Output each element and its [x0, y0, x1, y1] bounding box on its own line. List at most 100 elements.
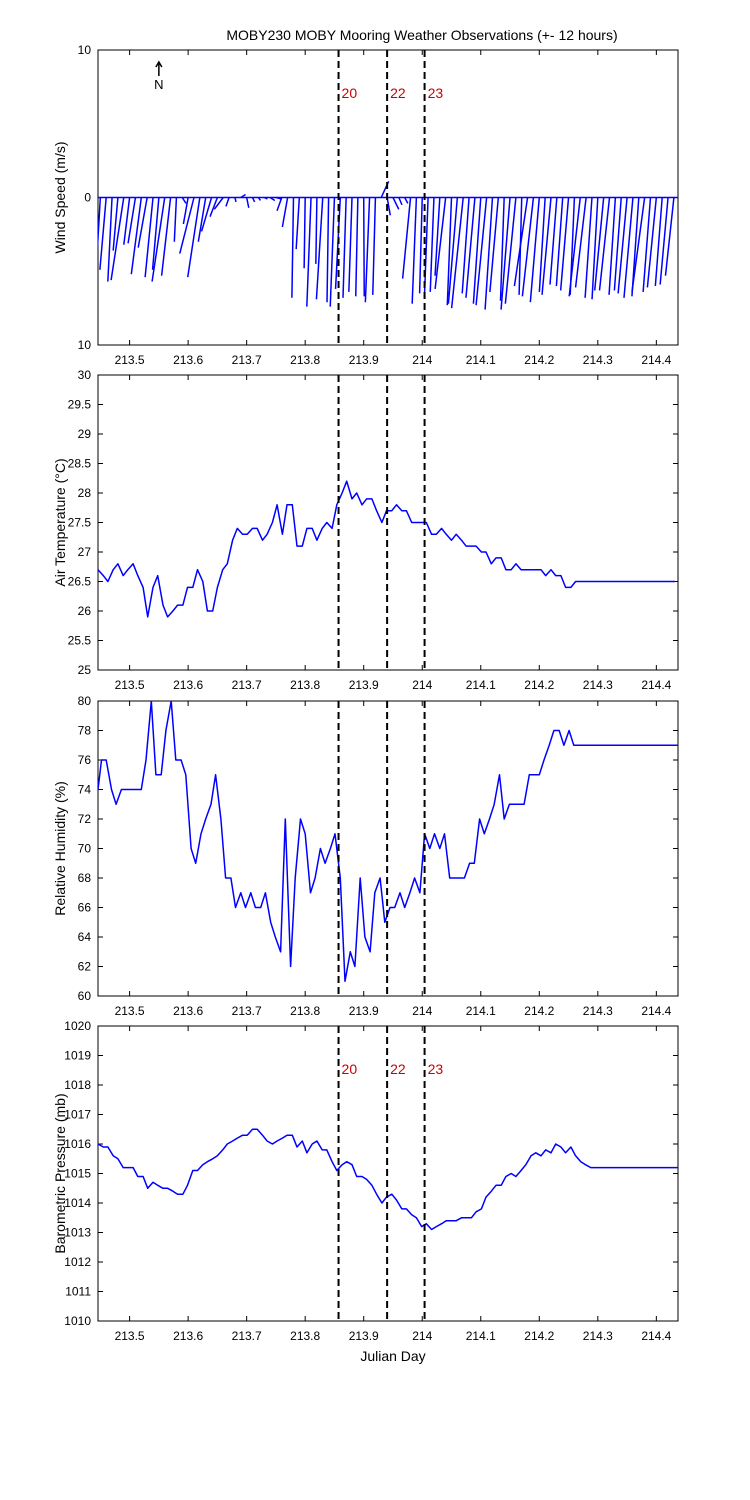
y-tick-label: 30	[78, 368, 92, 382]
x-tick-label: 214	[412, 1329, 432, 1343]
wind-vector	[489, 197, 500, 292]
wind-vector	[355, 197, 359, 297]
wind-vector	[555, 197, 564, 287]
wind-vector	[608, 197, 617, 295]
wind-vector	[342, 197, 347, 298]
north-arrowhead-icon	[155, 60, 163, 68]
wind-vector	[401, 197, 412, 279]
event-marker-label: 20	[342, 1061, 358, 1077]
x-tick-label: 214.2	[524, 353, 554, 367]
wind-vector	[213, 197, 224, 210]
x-tick-label: 214.1	[466, 353, 496, 367]
wind-vector	[654, 197, 663, 287]
wind-vector	[372, 197, 377, 295]
wind-vector	[315, 197, 324, 300]
x-tick-label: 214.4	[641, 1329, 671, 1343]
wind-vector	[461, 197, 470, 294]
wind-vector	[173, 197, 178, 242]
wind-vector	[613, 197, 622, 291]
x-tick-label: 213.7	[232, 353, 262, 367]
y-tick-label: 1017	[64, 1108, 91, 1122]
wind-vector	[499, 197, 505, 301]
x-tick-label: 213.6	[173, 1329, 203, 1343]
wind-vector	[110, 197, 125, 281]
wind-vector	[107, 197, 113, 282]
x-tick-label: 214.1	[466, 1004, 496, 1018]
panels: 213.5 213.6 213.7 213.8 213.9 214 214.1 214.2 21…	[52, 43, 679, 1343]
wind-vector	[584, 197, 593, 298]
x-tick-label: 213.6	[173, 1004, 203, 1018]
wind-vector	[386, 197, 392, 216]
wind-vector	[549, 197, 558, 285]
wind-vector	[429, 197, 435, 292]
data-layer	[98, 180, 678, 310]
x-tick-label: 213.9	[349, 1329, 379, 1343]
wind-vector	[245, 197, 250, 208]
x-tick-label: 214.3	[583, 678, 613, 692]
wind-vector	[257, 197, 262, 201]
data-layer	[98, 1128, 678, 1231]
panel-1: 213.5 213.6 213.7 213.8 213.9 214 214.1 214.2 21…	[52, 43, 679, 367]
wind-vector	[418, 197, 423, 294]
x-tick-label: 214.3	[583, 353, 613, 367]
wind-vector	[269, 196, 276, 202]
wind-vector	[446, 197, 453, 306]
wind-vector	[251, 197, 256, 203]
wind-vector	[447, 197, 459, 304]
wind-vector	[137, 197, 148, 248]
panel-3: 213.5 213.6 213.7 213.8 213.9 214 214.1 214.2 21…	[52, 694, 679, 1018]
y-tick-label: 70	[78, 842, 92, 856]
wind-vector	[306, 197, 312, 307]
y-tick-label: 62	[78, 960, 92, 974]
wind-vector	[276, 197, 283, 212]
y-tick-label: 1014	[64, 1196, 91, 1210]
y-tick-label: 27.5	[68, 516, 92, 530]
x-tick-label: 214	[412, 353, 432, 367]
wind-vector	[434, 197, 447, 290]
event-marker-label: 23	[428, 85, 444, 101]
y-tick-label: 10	[78, 43, 92, 57]
data-line	[98, 701, 678, 983]
y-tick-label: 25	[78, 663, 92, 677]
y-tick-label: 76	[78, 753, 92, 767]
wind-vector	[225, 197, 230, 207]
wind-vector	[475, 197, 488, 306]
wind-vector	[404, 197, 409, 204]
wind-vector	[450, 197, 464, 309]
wind-vector	[559, 197, 570, 291]
y-tick-label: 78	[78, 724, 92, 738]
wind-vector	[504, 197, 517, 304]
wind-vector	[295, 197, 301, 250]
wind-vector	[574, 197, 587, 288]
y-tick-label: 1020	[64, 1019, 91, 1033]
x-tick-label: 214	[412, 678, 432, 692]
y-tick-label: 26	[78, 604, 92, 618]
x-tick-label: 213.7	[232, 1004, 262, 1018]
y-axis-label: Barometric Pressure (mb)	[52, 1093, 68, 1253]
wind-vector	[303, 197, 306, 269]
y-tick-label: 72	[78, 812, 92, 826]
x-tick-label: 213.5	[115, 353, 145, 367]
wind-vector	[362, 197, 365, 297]
y-tick-label: 28	[78, 486, 92, 500]
y-tick-label: 80	[78, 694, 92, 708]
x-tick-label: 213.8	[290, 678, 320, 692]
wind-vector	[500, 197, 511, 310]
x-tick-label: 214	[412, 1004, 432, 1018]
wind-vector	[568, 197, 582, 297]
wind-vector	[411, 197, 418, 304]
x-tick-label: 213.7	[232, 1329, 262, 1343]
wind-vector	[646, 197, 658, 288]
wind-vector	[398, 197, 403, 206]
wind-vector	[151, 197, 166, 282]
wind-vector	[326, 197, 330, 303]
wind-vector	[593, 197, 605, 291]
y-tick-label: 26.5	[68, 575, 92, 589]
data-line	[98, 1128, 678, 1231]
y-tick-label: 64	[78, 930, 92, 944]
wind-vector	[99, 197, 107, 270]
wind-vector	[130, 197, 143, 275]
event-marker-label: 22	[390, 1061, 406, 1077]
y-tick-label: 1018	[64, 1078, 91, 1092]
wind-vector	[623, 197, 634, 298]
